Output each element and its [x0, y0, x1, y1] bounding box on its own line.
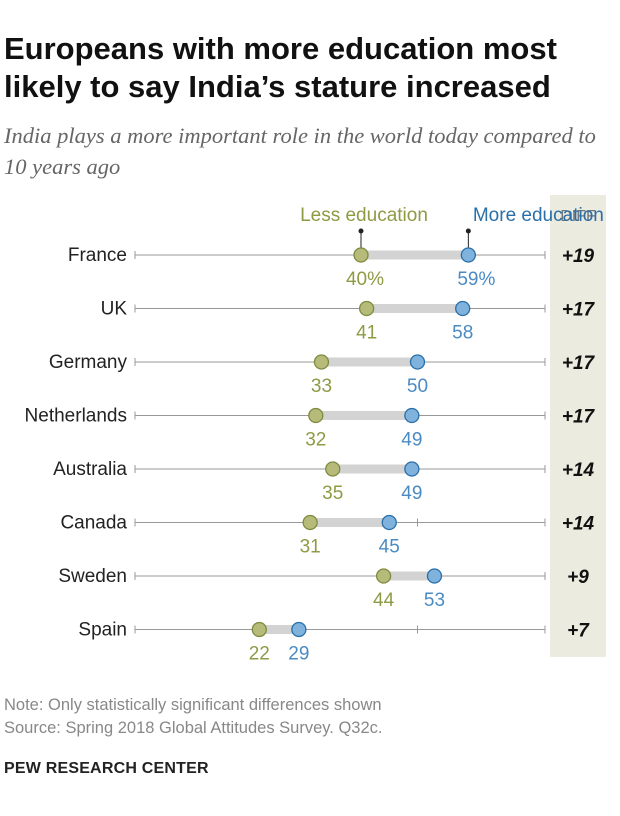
diff-value: +17 [562, 353, 596, 374]
diff-value: +17 [562, 300, 596, 321]
dot-less-education [375, 568, 392, 584]
dot-more-education [404, 407, 420, 424]
note-text: Note: Only statistically significant dif… [4, 696, 382, 714]
dot-less-education [251, 621, 267, 638]
value-label-less: 32 [305, 430, 326, 451]
diff-header: DIFF [560, 208, 596, 225]
dot-less-education [313, 354, 330, 370]
value-label-more: 58 [452, 323, 473, 344]
dot-more-education [409, 354, 426, 370]
dot-more-education [460, 247, 477, 263]
legend-less-education: Less education [300, 205, 428, 226]
category-label: UK [101, 299, 128, 320]
value-label-less: 33 [311, 376, 332, 397]
category-label: Sweden [58, 566, 127, 587]
value-label-less: 22 [249, 644, 270, 665]
chart-subtitle: India plays a more important role in the… [4, 123, 596, 179]
diff-value: +9 [567, 567, 589, 588]
value-label-less: 35 [322, 483, 343, 504]
dot-more-education [426, 568, 443, 584]
value-label-less: 41 [356, 323, 377, 344]
source-text: Source: Spring 2018 Global Attitudes Sur… [4, 719, 383, 737]
diff-value: +17 [562, 407, 596, 428]
value-label-more: 29 [288, 644, 309, 665]
dot-less-education [353, 247, 369, 263]
diff-value: +7 [567, 621, 590, 642]
dot-less-education [302, 514, 318, 531]
chart-title: Europeans with more education most likel… [4, 31, 557, 104]
value-label-less: 44 [373, 590, 395, 611]
value-label-less: 40% [346, 269, 384, 290]
category-label: Spain [78, 620, 127, 641]
category-label: Australia [53, 459, 127, 480]
legend-leader-dot-less [358, 228, 364, 234]
dot-more-education [291, 621, 307, 638]
value-label-more: 53 [424, 590, 445, 611]
value-label-more: 49 [401, 430, 422, 451]
diff-value: +14 [562, 514, 595, 535]
category-label: France [68, 245, 127, 266]
category-label: Netherlands [25, 406, 127, 427]
category-label: Germany [49, 352, 128, 373]
footnotes: Note: Only statistically significant dif… [4, 694, 383, 740]
diff-column-background [550, 195, 606, 657]
organization-name: PEW RESEARCH CENTER [4, 760, 209, 777]
dot-less-education [358, 300, 375, 317]
dot-more-education [455, 300, 471, 317]
value-label-more: 59% [457, 269, 495, 290]
value-label-less: 31 [300, 537, 321, 558]
dot-chart: DIFF Less education More education France 40… [25, 195, 606, 665]
value-label-more: 45 [379, 537, 400, 558]
diff-value: +19 [562, 246, 595, 267]
legend-more-education: More education [473, 205, 604, 226]
dot-more-education [404, 461, 420, 477]
value-label-more: 49 [401, 483, 422, 504]
dot-less-education [308, 407, 324, 424]
dot-more-education [381, 514, 397, 531]
category-label: Canada [60, 513, 127, 534]
diff-value: +14 [562, 460, 595, 481]
value-label-more: 50 [407, 376, 428, 397]
legend-leader-dot-more [465, 228, 471, 234]
dot-less-education [325, 461, 341, 477]
